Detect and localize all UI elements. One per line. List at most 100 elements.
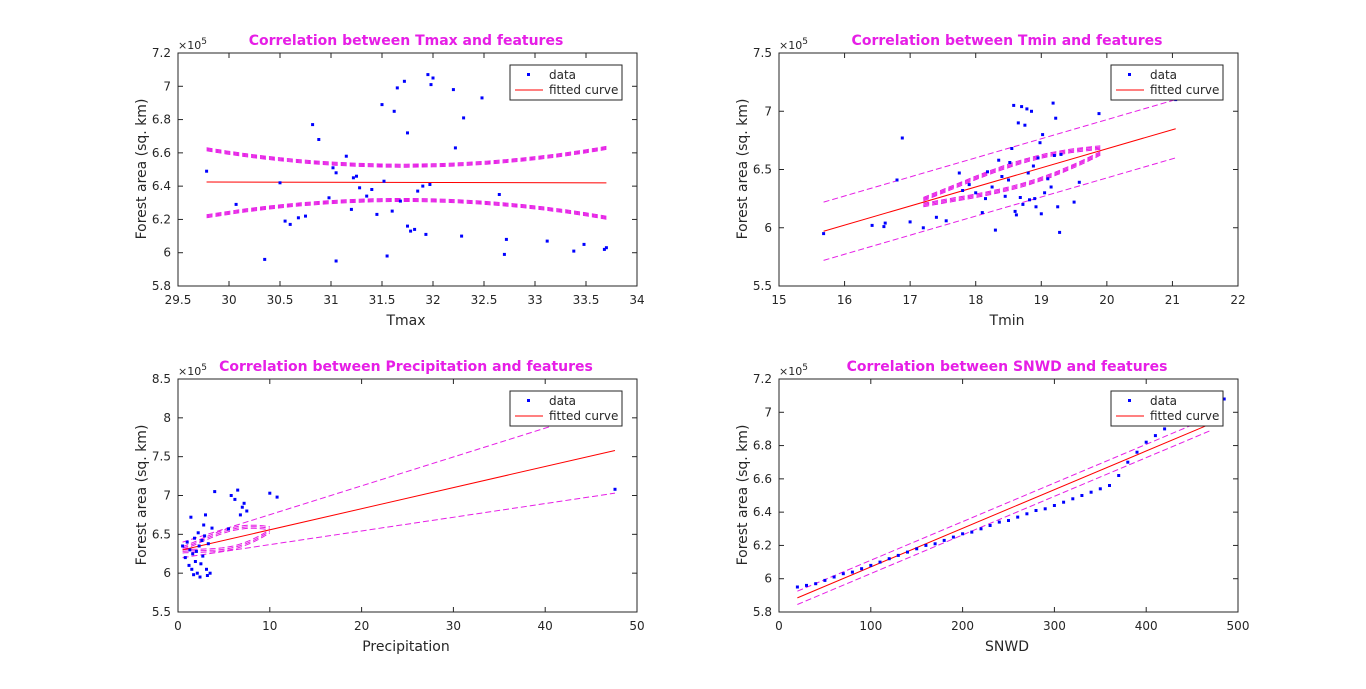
x-tick-label: 10 <box>262 619 277 633</box>
x-tick-label: 15 <box>771 293 786 307</box>
data-point <box>416 189 420 193</box>
data-point <box>426 73 430 77</box>
data-point <box>1028 198 1031 202</box>
x-tick-label: 200 <box>951 619 974 633</box>
x-tick-label: 100 <box>859 619 882 633</box>
x-tick-label: 0 <box>174 619 182 633</box>
data-point <box>195 571 199 575</box>
ci-band-lower <box>206 201 607 220</box>
data-point <box>358 186 362 190</box>
data-point <box>823 578 827 582</box>
data-point <box>203 534 207 538</box>
subplot-tmin: 15 16 17 18 19 20 21 22 5.5 6 6.5 7 7.5 ×105 Correla… <box>735 33 1246 329</box>
y-tick-label: 6 <box>163 246 171 260</box>
ci-band-upper <box>923 145 1101 198</box>
ci-lower-line <box>823 157 1176 261</box>
data-point <box>1007 178 1010 182</box>
data-point <box>406 131 409 135</box>
x-tick-label: 30 <box>446 619 461 633</box>
x-axis-label: Tmax <box>385 313 425 329</box>
data-point <box>234 202 238 206</box>
subplot-precipitation: 0 10 20 30 40 50 5.5 6 6.5 7 7.5 8 8.5 ×105 Correlat… <box>134 359 645 655</box>
y-exponent-label: ×105 <box>779 363 808 378</box>
data-point <box>429 83 433 87</box>
data-point <box>832 575 836 579</box>
data-point <box>201 554 205 558</box>
data-point <box>1052 504 1056 507</box>
data-point <box>192 573 196 577</box>
ci-band-lower <box>182 529 271 551</box>
y-tick-label: 6.4 <box>753 505 772 519</box>
data-point <box>602 247 606 251</box>
data-point <box>402 79 406 83</box>
data-point <box>421 184 425 188</box>
data-point <box>204 513 207 517</box>
data-point <box>242 501 246 505</box>
data-point <box>304 214 307 218</box>
plot-content <box>181 405 617 579</box>
data-point <box>451 88 455 92</box>
data-point <box>240 505 244 509</box>
y-tick-label: 7 <box>764 405 772 419</box>
data-point <box>1059 152 1063 156</box>
data-point <box>205 574 209 577</box>
data-point <box>870 223 874 227</box>
x-tick-label: 400 <box>1135 619 1158 633</box>
y-tick-label: 7 <box>764 104 772 118</box>
y-axis-label: Forest area (sq. km) <box>134 425 150 566</box>
data-point <box>202 523 206 527</box>
data-point <box>331 166 335 170</box>
data-point <box>1054 116 1058 120</box>
legend-data-marker <box>527 399 530 402</box>
data-point <box>197 544 201 548</box>
chart-title: Correlation between Precipitation and fe… <box>219 359 593 375</box>
data-point <box>390 209 394 213</box>
ci-lower-line <box>797 430 1211 605</box>
legend-data-marker <box>527 73 530 76</box>
data-point <box>1034 509 1038 512</box>
data-point <box>1056 205 1060 209</box>
plot-content <box>205 73 608 263</box>
y-tick-label: 6.5 <box>753 163 772 177</box>
data-point <box>915 547 919 551</box>
data-point <box>188 548 192 552</box>
chart-title: Correlation between SNWD and features <box>847 359 1168 375</box>
y-tick-label: 5.5 <box>152 605 171 619</box>
data-point <box>545 239 549 243</box>
data-point <box>355 174 358 178</box>
data-point <box>406 224 409 228</box>
y-tick-label: 6.2 <box>152 212 171 226</box>
legend: data fitted curve <box>1110 390 1224 427</box>
data-point <box>428 183 432 186</box>
y-tick-label: 6 <box>764 572 772 586</box>
data-point <box>984 197 987 201</box>
data-point <box>236 488 240 492</box>
data-point <box>997 520 1001 524</box>
data-point <box>896 553 900 557</box>
ci-band-upper <box>206 148 607 168</box>
data-point <box>921 226 925 230</box>
y-tick-label: 5.5 <box>753 279 772 293</box>
x-tick-label: 31 <box>323 293 338 307</box>
legend-data-label: data <box>1150 394 1177 408</box>
legend-box <box>1110 390 1224 427</box>
x-tick-label: 20 <box>1099 293 1114 307</box>
y-tick-label: 7 <box>163 79 171 93</box>
data-point <box>1043 507 1047 511</box>
subplot-snwd: 0 100 200 300 400 500 5.8 6 6.2 6.4 6.6 6.8 7 7.2 ×10… <box>735 359 1249 655</box>
y-tick-label: 5.8 <box>753 605 772 619</box>
data-point <box>1058 230 1062 234</box>
ci-band-upper <box>923 147 1101 201</box>
data-point <box>462 116 466 120</box>
data-point <box>334 259 338 263</box>
data-point <box>375 212 379 216</box>
x-tick-label: 18 <box>968 293 983 307</box>
data-point <box>1021 202 1025 206</box>
data-point <box>1016 515 1020 519</box>
x-tick-label: 50 <box>629 619 644 633</box>
data-point <box>344 154 348 158</box>
legend: data fitted curve <box>1110 64 1224 101</box>
data-point <box>497 193 501 196</box>
x-axis-label: Precipitation <box>362 639 450 655</box>
data-point <box>795 585 799 589</box>
